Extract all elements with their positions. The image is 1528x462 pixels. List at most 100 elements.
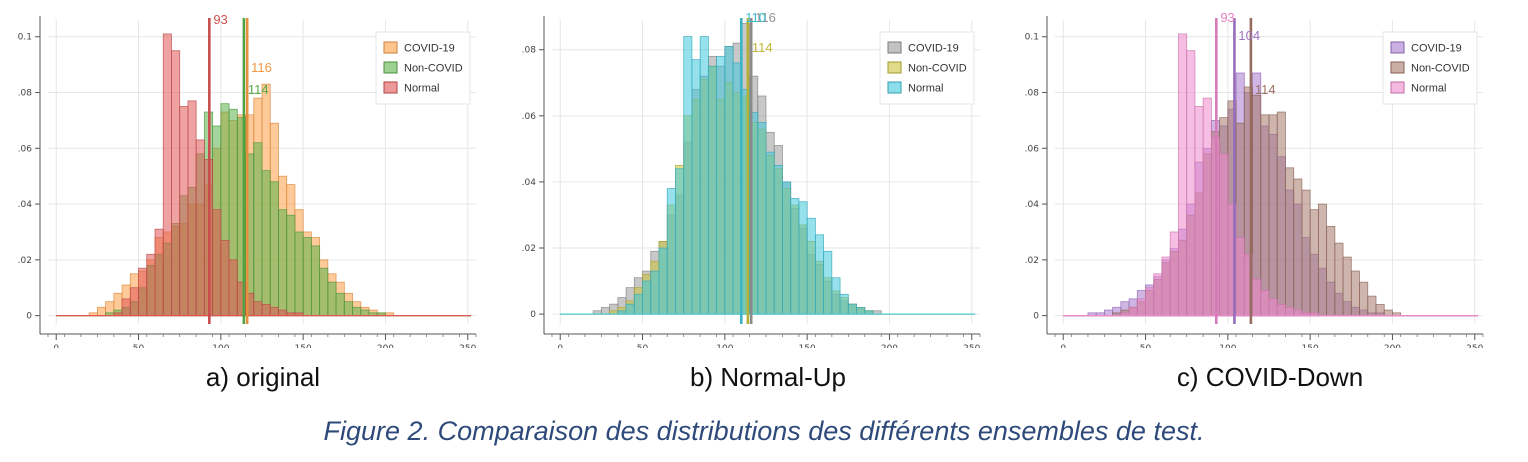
histogram-bar [310,245,321,317]
histogram-bar [1128,306,1138,317]
subfigure-caption: a) original [205,362,321,392]
x-tick-label: 50 [1140,344,1152,348]
histogram-bar [1301,189,1311,317]
histogram-bar [96,306,107,317]
histogram-bar [335,292,345,317]
histogram-bar [1169,231,1179,317]
y-tick-label: 0.08 [1025,89,1039,99]
histogram-bar [1359,281,1369,317]
histogram-bar [1317,203,1328,317]
histogram-bar [1334,242,1344,317]
histogram-bar [790,198,800,315]
histogram-bar [1219,153,1229,317]
histogram-bar [1202,97,1212,317]
histogram-bar [162,33,172,317]
histogram-bar [1309,209,1319,317]
histogram-bar [253,301,263,317]
histogram-bar [798,201,808,315]
histogram-bar [839,293,849,315]
x-tick-label: 0 [1060,344,1066,348]
y-tick-label: 0.06 [18,144,32,154]
mean-label: 114 [248,82,269,97]
histogram-bar [658,247,668,315]
histogram-bar [1276,111,1286,317]
histogram-bar [327,281,337,317]
histogram-bar [261,170,271,317]
legend-label: Non-COVID [1411,63,1470,75]
mean-label: 114 [1255,82,1276,97]
legend-swatch [383,61,398,74]
histogram-panel-normal-up: 116 114 110 0 50 100 150 200 250 0 0.02 0.04 0.06 0.0… [522,8,992,348]
histogram-bar [1268,298,1278,317]
x-tick-label: 100 [212,344,229,348]
legend-label: Normal [404,83,439,95]
histogram-bar [707,65,718,315]
legend-label: Non-COVID [908,63,967,75]
legend-swatch [1390,61,1405,74]
histogram-bar [294,231,304,317]
x-tick-label: 50 [637,344,649,348]
histogram-bar [757,122,767,315]
histogram-bar [1186,50,1196,317]
x-tick-label: 50 [133,344,145,348]
mean-label: 116 [251,60,272,75]
x-tick-label: 100 [716,344,733,348]
y-tick-label: 0.02 [1025,256,1039,266]
y-tick-label: 0 [1033,312,1039,322]
histogram-bar [1178,33,1188,317]
x-tick-label: 250 [963,344,980,348]
x-tick-label: 150 [295,344,312,348]
histogram-bar [352,306,362,317]
y-tick-label: 0.04 [18,200,32,210]
x-tick-label: 150 [799,344,816,348]
subfigure-caption: b) Normal-Up [689,362,847,392]
histogram-bar [343,301,353,317]
histogram-bar [278,309,288,317]
x-tick-label: 0 [557,344,563,348]
figure-caption: Figure 2. Comparaison des distributions … [323,416,1205,446]
histogram-bar [1252,278,1262,317]
y-tick-label: 0.1 [18,33,32,43]
histogram-bar [1235,237,1245,317]
histogram-bar [765,151,775,315]
histogram-bar [269,306,279,317]
histogram-bar [724,46,734,315]
y-tick-label: 0.04 [522,178,536,188]
histogram-bar [1285,306,1295,317]
y-tick-label: 0.06 [1025,144,1039,154]
x-tick-label: 200 [377,344,394,348]
histogram-bar [666,188,676,315]
histogram-bar [129,287,139,317]
legend: COVID-19 Non-COVID Normal [375,31,471,105]
histogram-bar [154,228,164,317]
histogram-bar [278,209,288,317]
legend-swatch [383,81,398,94]
histogram-bar [228,259,238,317]
y-tick-label: 0.08 [18,89,32,99]
legend-label: COVID-19 [404,43,455,55]
mean-label: 116 [755,10,776,25]
histogram-bar [1103,309,1114,317]
histogram-bar [1350,270,1360,317]
histogram-panel-original: 116 114 93 0 50 100 150 200 250 0 0.02 0.04 0.06 0.08… [18,8,488,348]
histogram-bar [138,267,148,317]
histogram-bar [675,168,685,315]
legend-swatch [383,41,398,54]
histogram-bar [1260,290,1270,317]
histogram-bar [261,304,271,317]
x-tick-label: 0 [53,344,59,348]
histogram-chart: 116 114 93 0 50 100 150 200 250 0 0.02 0.04 0.06 0.08… [18,12,477,348]
histogram-bar [831,277,841,315]
histogram-bar [1260,114,1270,317]
legend-label: Non-COVID [404,63,463,75]
histogram-bar [699,36,709,315]
histogram-bar [360,309,370,317]
histogram-bar [650,270,660,315]
histogram-bar [1161,256,1171,317]
histogram-bar [121,298,131,317]
histogram-bar [1293,178,1303,317]
histogram-bar [212,209,222,317]
legend-swatch [1390,81,1405,94]
histogram-bar [633,293,643,315]
histogram-bar [642,280,652,315]
